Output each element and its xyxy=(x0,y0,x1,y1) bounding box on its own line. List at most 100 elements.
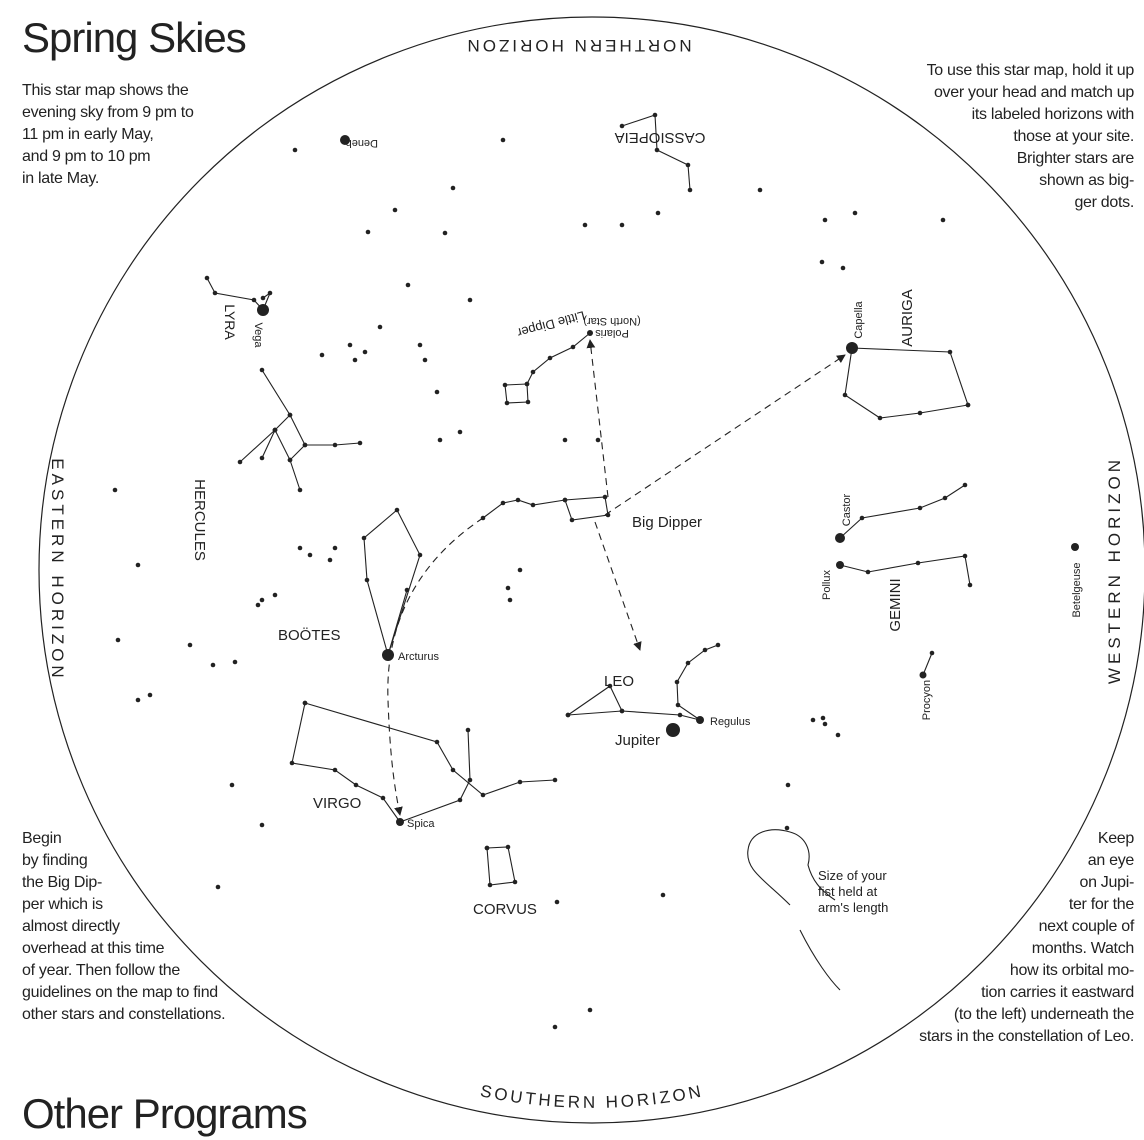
title: Spring Skies xyxy=(22,14,246,62)
star xyxy=(488,883,493,888)
star xyxy=(531,503,536,508)
constellation-line xyxy=(262,370,305,460)
star xyxy=(563,438,568,443)
star xyxy=(268,291,273,296)
star xyxy=(468,298,473,303)
star xyxy=(358,441,363,446)
star xyxy=(506,845,511,850)
star xyxy=(348,343,353,348)
star xyxy=(354,783,359,788)
star xyxy=(850,346,855,351)
constellation-label: LEO xyxy=(604,673,634,690)
star xyxy=(555,900,560,905)
star xyxy=(303,443,308,448)
constellation-label: Big Dipper xyxy=(632,514,702,531)
text-line: months. Watch xyxy=(919,938,1134,960)
constellation-label: BOÖTES xyxy=(278,626,341,644)
star xyxy=(503,383,508,388)
constellation-line xyxy=(845,348,968,418)
text-line: Brighter stars are xyxy=(927,148,1134,170)
star xyxy=(566,713,571,718)
constellation-line xyxy=(505,333,590,403)
guide-line xyxy=(595,522,640,650)
constellation-label: HERCULES xyxy=(191,479,208,561)
constellation-line xyxy=(364,510,420,655)
star xyxy=(458,798,463,803)
star-label: (North Star) xyxy=(583,315,640,327)
star xyxy=(363,350,368,355)
star xyxy=(505,401,510,406)
constellation-line xyxy=(840,485,965,538)
star xyxy=(661,893,666,898)
text-line: almost directly xyxy=(22,916,225,938)
star xyxy=(386,653,391,658)
constellation-lines xyxy=(207,115,970,885)
constellation-label: CASSIOPEIA xyxy=(615,129,706,146)
star xyxy=(688,188,693,193)
fist-label: arm's length xyxy=(818,900,888,915)
star-label: Procyon xyxy=(921,680,933,720)
star-label: Vega xyxy=(252,322,264,348)
text-line: Begin xyxy=(22,828,225,850)
star xyxy=(963,483,968,488)
star xyxy=(786,783,791,788)
text-line: an eye xyxy=(919,850,1134,872)
text-line: To use this star map, hold it up xyxy=(927,60,1134,82)
fist-label: Size of your xyxy=(818,868,887,883)
star xyxy=(676,703,681,708)
star xyxy=(273,593,278,598)
text-line: (to the left) underneath the xyxy=(919,1004,1134,1026)
star xyxy=(333,546,338,551)
star xyxy=(481,793,486,798)
star xyxy=(435,740,440,745)
star xyxy=(941,218,946,223)
star xyxy=(406,283,411,288)
star xyxy=(686,163,691,168)
text-line: in late May. xyxy=(22,168,194,190)
star xyxy=(513,880,518,885)
star-label: Betelgeuse xyxy=(1071,562,1083,617)
star xyxy=(843,393,848,398)
star xyxy=(423,358,428,363)
star xyxy=(188,643,193,648)
constellation-label: VIRGO xyxy=(313,795,361,812)
star xyxy=(308,553,313,558)
star xyxy=(443,231,448,236)
star xyxy=(116,638,121,643)
star xyxy=(501,138,506,143)
constellation-line xyxy=(622,115,690,190)
star xyxy=(655,148,660,153)
star xyxy=(211,663,216,668)
star xyxy=(943,496,948,501)
constellation-line xyxy=(568,711,622,715)
text-line: on Jupi- xyxy=(919,872,1134,894)
star xyxy=(675,680,680,685)
begin-note: Beginby findingthe Big Dip-per which isa… xyxy=(22,828,225,1026)
constellation-line xyxy=(483,497,608,520)
star xyxy=(353,358,358,363)
constellation-label: GEMINI xyxy=(887,578,904,631)
text-line: per which is xyxy=(22,894,225,916)
text-line: 11 pm in early May, xyxy=(22,124,194,146)
star xyxy=(516,498,521,503)
horizon-label: WESTERN HORIZON xyxy=(1105,456,1124,684)
star xyxy=(570,518,575,523)
star xyxy=(252,298,257,303)
star-label: Arcturus xyxy=(398,651,439,663)
text-line: over your head and match up xyxy=(927,82,1134,104)
star xyxy=(686,661,691,666)
star xyxy=(256,603,261,608)
star-label: Spica xyxy=(407,818,435,830)
star xyxy=(916,561,921,566)
text-line: tion carries it eastward xyxy=(919,982,1134,1004)
star xyxy=(838,563,843,568)
star xyxy=(678,713,683,718)
star xyxy=(860,516,865,521)
star xyxy=(620,124,625,129)
star-label: Pollux xyxy=(821,570,833,600)
horizon-label: EASTERN HORIZON xyxy=(48,458,67,681)
planet-label: Jupiter xyxy=(615,732,660,749)
star-label: Castor xyxy=(841,493,853,526)
star xyxy=(838,536,843,541)
star xyxy=(260,823,265,828)
